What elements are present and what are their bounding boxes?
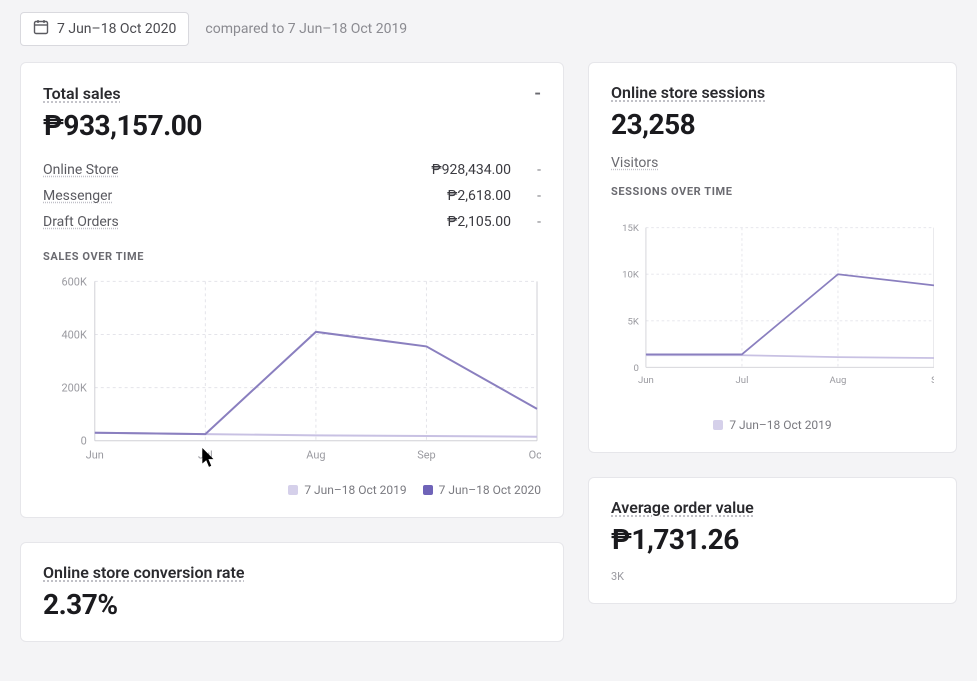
sales-chart-label: SALES OVER TIME bbox=[43, 250, 541, 263]
breakdown-row: Online Store₱928,434.00- bbox=[43, 162, 541, 178]
sales-legend: 7 Jun–18 Oct 2019 7 Jun–18 Oct 2020 bbox=[43, 483, 541, 497]
svg-text:200K: 200K bbox=[62, 382, 87, 395]
card-aov: Average order value ₱1,731.26 3K bbox=[588, 477, 957, 604]
svg-text:S: S bbox=[931, 375, 934, 386]
aov-value: ₱1,731.26 bbox=[611, 523, 934, 556]
total-sales-value: ₱933,157.00 bbox=[43, 109, 202, 142]
legend-label: 7 Jun–18 Oct 2019 bbox=[729, 418, 831, 432]
sessions-subtitle: Visitors bbox=[611, 155, 934, 171]
conversion-value: 2.37% bbox=[43, 588, 541, 621]
sales-breakdown: Online Store₱928,434.00-Messenger₱2,618.… bbox=[43, 162, 541, 230]
svg-text:0: 0 bbox=[634, 363, 639, 374]
sessions-legend: 7 Jun–18 Oct 2019 bbox=[611, 418, 934, 432]
card-total-sales: Total sales ₱933,157.00 - Online Store₱9… bbox=[20, 62, 564, 518]
total-sales-delta: - bbox=[534, 83, 541, 104]
svg-text:Jul: Jul bbox=[735, 375, 748, 386]
date-range-picker[interactable]: 7 Jun–18 Oct 2020 bbox=[20, 12, 189, 46]
breakdown-label[interactable]: Messenger bbox=[43, 188, 391, 204]
breakdown-value: ₱2,618.00 bbox=[391, 188, 511, 204]
legend-swatch-icon bbox=[423, 485, 433, 495]
svg-text:15K: 15K bbox=[622, 223, 640, 234]
breakdown-value: ₱2,105.00 bbox=[391, 214, 511, 230]
svg-text:5K: 5K bbox=[628, 316, 640, 327]
svg-text:400K: 400K bbox=[62, 328, 87, 341]
breakdown-row: Draft Orders₱2,105.00- bbox=[43, 214, 541, 230]
breakdown-label[interactable]: Draft Orders bbox=[43, 214, 391, 230]
sessions-chart: 0 5K 10K 15K Jun Jul Aug S bbox=[611, 208, 934, 408]
conversion-title[interactable]: Online store conversion rate bbox=[43, 563, 541, 582]
legend-swatch-icon bbox=[288, 485, 298, 495]
total-sales-title[interactable]: Total sales bbox=[43, 84, 202, 103]
card-sessions: Online store sessions 23,258 Visitors SE… bbox=[588, 62, 957, 453]
svg-text:Aug: Aug bbox=[306, 449, 325, 462]
date-range-label: 7 Jun–18 Oct 2020 bbox=[57, 21, 176, 37]
breakdown-row: Messenger₱2,618.00- bbox=[43, 188, 541, 204]
breakdown-value: ₱928,434.00 bbox=[391, 162, 511, 178]
svg-text:600K: 600K bbox=[62, 275, 87, 288]
dashboard-grid: Total sales ₱933,157.00 - Online Store₱9… bbox=[0, 62, 977, 642]
svg-text:0: 0 bbox=[81, 435, 87, 448]
legend-label: 7 Jun–18 Oct 2019 bbox=[304, 483, 406, 497]
sales-chart: 0 200K 400K 600K Jun Jul Aug Sep Oct bbox=[43, 273, 541, 473]
calendar-icon bbox=[33, 19, 49, 39]
aov-chart-y-top: 3K bbox=[611, 570, 934, 583]
compare-label: compared to 7 Jun–18 Oct 2019 bbox=[205, 21, 407, 37]
legend-item: 7 Jun–18 Oct 2019 bbox=[713, 418, 831, 432]
svg-text:Jun: Jun bbox=[638, 375, 654, 386]
sessions-title[interactable]: Online store sessions bbox=[611, 83, 765, 102]
breakdown-label[interactable]: Online Store bbox=[43, 162, 391, 178]
svg-text:Oct: Oct bbox=[529, 449, 541, 462]
legend-item: 7 Jun–18 Oct 2020 bbox=[423, 483, 541, 497]
legend-swatch-icon bbox=[713, 420, 723, 430]
sessions-chart-label: SESSIONS OVER TIME bbox=[611, 185, 934, 198]
card-conversion-rate: Online store conversion rate 2.37% bbox=[20, 542, 564, 642]
aov-title[interactable]: Average order value bbox=[611, 498, 934, 517]
breakdown-delta: - bbox=[511, 162, 541, 178]
legend-label: 7 Jun–18 Oct 2020 bbox=[439, 483, 541, 497]
svg-text:Sep: Sep bbox=[417, 449, 435, 462]
svg-text:Aug: Aug bbox=[830, 375, 847, 386]
svg-text:Jul: Jul bbox=[198, 449, 213, 462]
svg-text:10K: 10K bbox=[622, 270, 640, 281]
top-bar: 7 Jun–18 Oct 2020 compared to 7 Jun–18 O… bbox=[0, 0, 977, 62]
legend-item: 7 Jun–18 Oct 2019 bbox=[288, 483, 406, 497]
breakdown-delta: - bbox=[511, 188, 541, 204]
breakdown-delta: - bbox=[511, 214, 541, 230]
sessions-value: 23,258 bbox=[611, 108, 765, 141]
svg-text:Jun: Jun bbox=[86, 449, 104, 462]
